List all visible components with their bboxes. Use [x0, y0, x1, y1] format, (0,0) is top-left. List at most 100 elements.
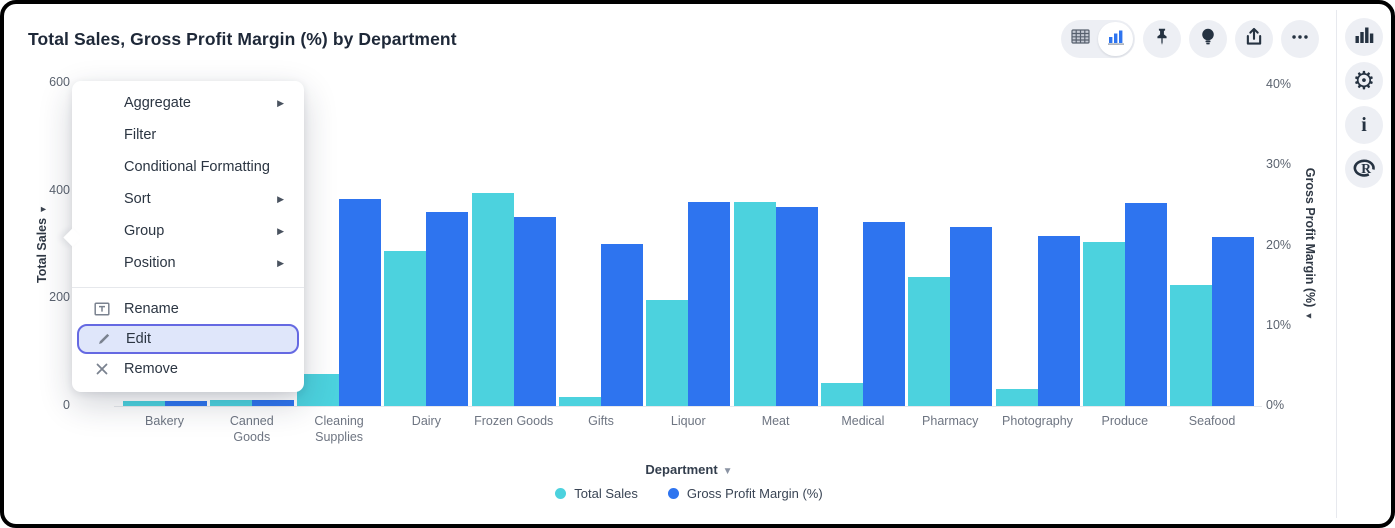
left-axis-title[interactable]: Total Sales▼: [35, 205, 49, 283]
menu-item-position[interactable]: Position ▶: [72, 247, 304, 279]
right-sidebar: ⚙ i R: [1345, 18, 1383, 188]
page-title: Total Sales, Gross Profit Margin (%) by …: [28, 29, 457, 49]
x-icon: [93, 360, 111, 378]
legend-dot-icon: [667, 488, 679, 499]
bar-gross-profit-margin-dairy[interactable]: [426, 211, 469, 406]
chevron-down-icon: ▼: [722, 466, 733, 477]
info-icon: i: [1361, 113, 1367, 136]
bar-total-sales-meat[interactable]: [733, 201, 776, 406]
x-label-dairy: Dairy: [411, 414, 441, 428]
right-axis-tick: 0%: [1266, 398, 1285, 412]
menu-item-group[interactable]: Group ▶: [72, 215, 304, 247]
export-button[interactable]: [1235, 20, 1273, 58]
r-logo-button[interactable]: R: [1345, 150, 1383, 188]
x-label-pharmacy: Pharmacy: [922, 414, 979, 428]
r-logo-icon: R: [1353, 157, 1376, 182]
bar-total-sales-dairy[interactable]: [384, 250, 427, 406]
pin-button[interactable]: [1143, 20, 1181, 58]
menu-item-edit[interactable]: Edit: [77, 324, 299, 354]
x-label-gifts: Gifts: [588, 414, 614, 428]
menu-item-sort[interactable]: Sort ▶: [72, 183, 304, 215]
insights-button[interactable]: [1189, 20, 1227, 58]
bar-total-sales-cleaning-supplies[interactable]: [297, 373, 340, 406]
pin-icon: [1151, 26, 1173, 53]
right-axis-tick: 40%: [1266, 77, 1292, 91]
chart-view-button[interactable]: [1098, 22, 1133, 56]
table-view-button[interactable]: [1063, 22, 1098, 56]
chevron-down-icon: ▼: [1304, 311, 1314, 321]
settings-button[interactable]: ⚙: [1345, 62, 1383, 100]
chart-legend: Total Sales Gross Profit Margin (%): [4, 486, 1374, 501]
view-toggle: [1061, 20, 1135, 58]
charts-icon: [1354, 26, 1374, 49]
bar-gross-profit-margin-meat[interactable]: [775, 206, 818, 406]
x-label-seafood: Seafood: [1188, 414, 1236, 428]
bar-total-sales-canned-goods[interactable]: [209, 400, 252, 406]
menu-item-label: Group: [124, 223, 165, 239]
menu-item-aggregate[interactable]: Aggregate ▶: [72, 87, 304, 119]
bar-gross-profit-margin-produce[interactable]: [1124, 202, 1167, 406]
sidebar-divider: [1336, 10, 1337, 518]
bar-total-sales-liquor[interactable]: [646, 299, 689, 406]
pencil-icon: [95, 330, 113, 348]
charts-panel-button[interactable]: [1345, 18, 1383, 56]
menu-item-remove[interactable]: Remove: [72, 354, 304, 384]
bar-gross-profit-margin-cleaning-supplies[interactable]: [339, 198, 382, 406]
legend-label: Gross Profit Margin (%): [686, 486, 823, 501]
submenu-caret-icon: ▶: [277, 193, 284, 204]
bar-gross-profit-margin-canned-goods[interactable]: [251, 399, 294, 406]
left-axis-tick: 200: [49, 290, 70, 305]
right-axis-title[interactable]: Gross Profit Margin (%)▼: [1303, 167, 1317, 321]
bar-gross-profit-margin-frozen-goods[interactable]: [513, 216, 556, 406]
menu-item-label: Sort: [124, 191, 151, 207]
info-button[interactable]: i: [1345, 106, 1383, 144]
bar-gross-profit-margin-pharmacy[interactable]: [950, 227, 993, 406]
bar-total-sales-medical[interactable]: [820, 382, 863, 406]
toolbar: [1061, 20, 1319, 58]
menu-item-filter[interactable]: Filter: [72, 119, 304, 151]
chart-canvas: 600 400 200 0 40% 30% 20% 10% 0% Bakery Canned G…: [4, 4, 1391, 524]
bar-total-sales-bakery[interactable]: [122, 401, 165, 406]
submenu-caret-icon: ▶: [277, 257, 284, 268]
bar-gross-profit-margin-seafood[interactable]: [1212, 237, 1255, 406]
bar-gross-profit-margin-photography[interactable]: [1037, 235, 1080, 406]
x-label-liquor: Liquor: [670, 414, 706, 428]
bar-gross-profit-margin-gifts[interactable]: [601, 243, 643, 406]
bar-total-sales-photography[interactable]: [995, 388, 1038, 406]
x-label-medical: Medical: [841, 414, 885, 428]
x-label-meat: Meat: [761, 414, 790, 428]
bar-total-sales-frozen-goods[interactable]: [471, 192, 514, 406]
menu-item-rename[interactable]: Rename: [72, 294, 304, 324]
lightbulb-icon: [1197, 26, 1219, 53]
right-axis-tick: 20%: [1266, 237, 1292, 252]
x-axis-title[interactable]: Department ▼: [645, 462, 733, 477]
menu-item-label: Edit: [126, 331, 151, 347]
x-label-frozen-goods: Frozen Goods: [474, 414, 554, 428]
x-label-canned-goods: Canned Goods: [229, 414, 274, 445]
bar-total-sales-seafood[interactable]: [1170, 284, 1213, 406]
legend-item-total-sales[interactable]: Total Sales: [555, 486, 638, 501]
left-axis-tick: 0: [63, 398, 70, 412]
bar-total-sales-produce[interactable]: [1082, 241, 1125, 406]
export-icon: [1243, 26, 1265, 53]
bar-total-sales-pharmacy[interactable]: [908, 276, 951, 406]
bar-gross-profit-margin-medical[interactable]: [862, 222, 905, 406]
left-axis-tick: 400: [49, 182, 70, 197]
submenu-caret-icon: ▶: [277, 225, 284, 236]
more-button[interactable]: [1281, 20, 1319, 58]
bar-total-sales-gifts[interactable]: [559, 396, 601, 406]
x-label-bakery: Bakery: [145, 414, 184, 428]
x-label-produce: Produce: [1101, 414, 1149, 428]
context-menu: Aggregate ▶ Filter Conditional Formatting So…: [63, 81, 304, 392]
bar-gross-profit-margin-liquor[interactable]: [688, 202, 731, 406]
rename-icon: [93, 300, 111, 318]
bar-chart-icon: [1107, 29, 1125, 50]
right-axis-tick: 30%: [1266, 157, 1292, 172]
x-label-photography: Photography: [1002, 414, 1073, 428]
legend-dot-icon: [555, 488, 567, 499]
menu-item-label: Aggregate: [124, 95, 191, 111]
legend-item-gross-profit-margin[interactable]: Gross Profit Margin (%): [667, 486, 823, 501]
bar-gross-profit-margin-bakery[interactable]: [164, 401, 207, 406]
menu-item-conditional-formatting[interactable]: Conditional Formatting: [72, 151, 304, 183]
right-axis-tick: 10%: [1266, 317, 1292, 332]
